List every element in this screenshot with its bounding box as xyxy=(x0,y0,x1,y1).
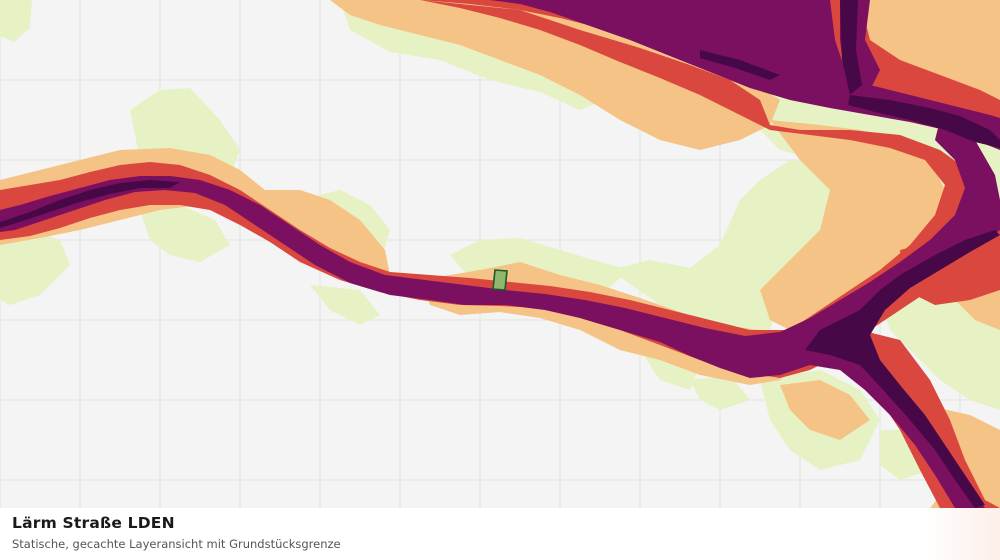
property-boundary[interactable] xyxy=(492,269,508,291)
layer-title: Lärm Straße LDEN xyxy=(12,514,175,532)
noise-map[interactable] xyxy=(0,0,1000,508)
parcel-polygon[interactable] xyxy=(492,269,508,291)
noise-zone-highest xyxy=(0,0,1000,508)
layer-caption: Lärm Straße LDEN Statische, gecachte Lay… xyxy=(0,508,1000,560)
layer-subtitle: Statische, gecachte Layeransicht mit Gru… xyxy=(12,537,341,551)
caption-overlay xyxy=(925,508,1000,560)
